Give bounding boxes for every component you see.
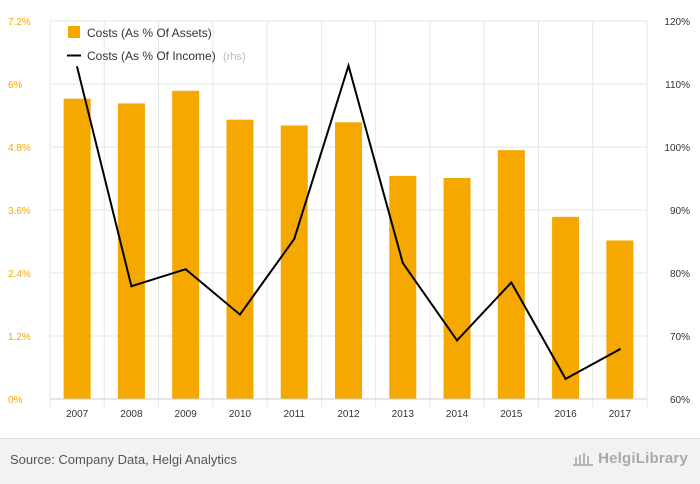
y-right-tick-label: 90%: [670, 206, 690, 217]
y-right-tick-label: 110%: [665, 80, 690, 91]
line-point: [510, 281, 513, 284]
x-tick-label: 2011: [283, 409, 305, 420]
legend: Costs (As % Of Assets) Costs (As % Of In…: [67, 26, 246, 63]
y-left-tick-label: 2.4%: [8, 269, 31, 280]
bar: [389, 175, 417, 399]
line-point: [184, 268, 187, 271]
bar: [226, 119, 254, 399]
line-point: [347, 64, 350, 67]
x-tick-label: 2016: [554, 409, 577, 420]
x-tick-label: 2008: [120, 409, 143, 420]
chart: 0% 60% 1.2% 70% 2.4% 80% 3.6% 90% 4.8% 100% 6% 110%…: [8, 17, 690, 420]
x-tick-label: 2015: [500, 409, 523, 420]
y-right-tick-label: 60%: [670, 395, 690, 406]
legend-swatch-bar: [68, 26, 80, 38]
line-point: [238, 313, 241, 316]
brand-logo: HelgiLibrary: [572, 450, 688, 467]
y-right-tick-label: 80%: [670, 269, 690, 280]
legend-label-line-name: Costs (As % Of Income): [87, 49, 216, 63]
y-left-tick-label: 6%: [8, 80, 23, 91]
line-point: [76, 65, 79, 68]
footer: Source: Company Data, Helgi Analytics He…: [0, 438, 700, 484]
y-left-tick-label: 1.2%: [8, 332, 31, 343]
y-left-tick-label: 3.6%: [8, 206, 31, 217]
line-series: [76, 62, 621, 381]
bar: [552, 216, 580, 399]
y-left-tick-label: 0%: [8, 395, 23, 406]
line-point: [130, 285, 133, 288]
bar: [443, 177, 471, 399]
y-right-tick-label: 120%: [664, 17, 690, 28]
line-point: [564, 377, 567, 380]
x-tick-label: 2013: [392, 409, 415, 420]
bar: [63, 98, 91, 399]
brand-name: HelgiLibrary: [598, 450, 688, 467]
legend-label-bar: Costs (As % Of Assets): [87, 26, 212, 40]
bar: [497, 150, 525, 399]
y-left-tick-label: 4.8%: [8, 143, 31, 154]
line-point: [618, 348, 621, 351]
legend-label-line: Costs (As % Of Income) (rhs): [87, 49, 246, 63]
x-tick-label: 2014: [446, 409, 469, 420]
x-tick-label: 2009: [175, 409, 198, 420]
line-point: [293, 237, 296, 240]
source-note: Source: Company Data, Helgi Analytics: [10, 452, 237, 467]
y-right-tick-label: 100%: [664, 143, 690, 154]
y-right-tick-label: 70%: [670, 332, 690, 343]
library-building-icon: [573, 452, 594, 466]
line-point: [456, 339, 459, 342]
bar: [172, 90, 200, 399]
y-left-tick-label: 7.2%: [8, 17, 31, 28]
x-tick-label: 2010: [229, 409, 252, 420]
bar: [335, 122, 362, 399]
x-tick-label: 2017: [609, 409, 632, 420]
x-tick-label: 2012: [337, 409, 360, 420]
legend-label-line-suffix: (rhs): [223, 51, 246, 63]
bar: [606, 240, 634, 399]
x-tick-label: 2007: [66, 409, 89, 420]
axes: 0% 60% 1.2% 70% 2.4% 80% 3.6% 90% 4.8% 100% 6% 110%…: [8, 17, 690, 420]
line-point: [401, 261, 404, 264]
bar: [280, 125, 308, 399]
bar-series: [63, 90, 634, 400]
